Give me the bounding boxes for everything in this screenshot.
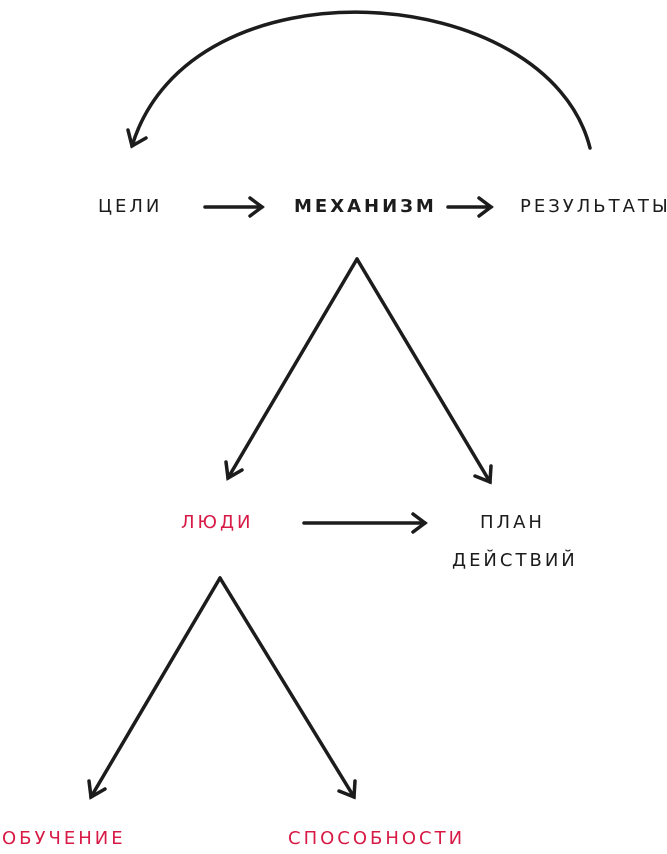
node-action-plan-line2: ДЕЙСТВИЙ	[452, 550, 578, 571]
goals-to-mechanism-arrowhead	[248, 196, 265, 218]
node-abilities: СПОСОБНОСТИ	[288, 828, 466, 849]
people-to-plan-arrowhead	[411, 512, 428, 534]
mechanism-to-people-arrow	[226, 257, 359, 480]
mechanism-to-plan-arrow	[355, 257, 492, 484]
node-mechanism: МЕХАНИЗМ	[294, 196, 437, 217]
people-to-abilities-arrowhead	[337, 779, 357, 800]
feedback-arc-arrow	[130, 10, 592, 150]
mechanism-to-plan-arrowhead	[473, 464, 493, 485]
node-goals: ЦЕЛИ	[98, 196, 163, 217]
node-training: ОБУЧЕНИЕ	[2, 828, 126, 849]
mechanism-to-people-arrowhead	[224, 460, 244, 481]
people-to-training-arrowhead	[87, 779, 107, 800]
people-to-abilities-arrow	[218, 576, 356, 799]
people-to-training-arrow	[89, 576, 222, 799]
node-people: ЛЮДИ	[181, 512, 254, 533]
node-results: РЕЗУЛЬТАТЫ	[520, 196, 667, 217]
feedback-arc-arrowhead	[126, 128, 148, 149]
mechanism-to-results-arrowhead	[477, 196, 494, 218]
node-action-plan-line1: ПЛАН	[480, 512, 545, 533]
